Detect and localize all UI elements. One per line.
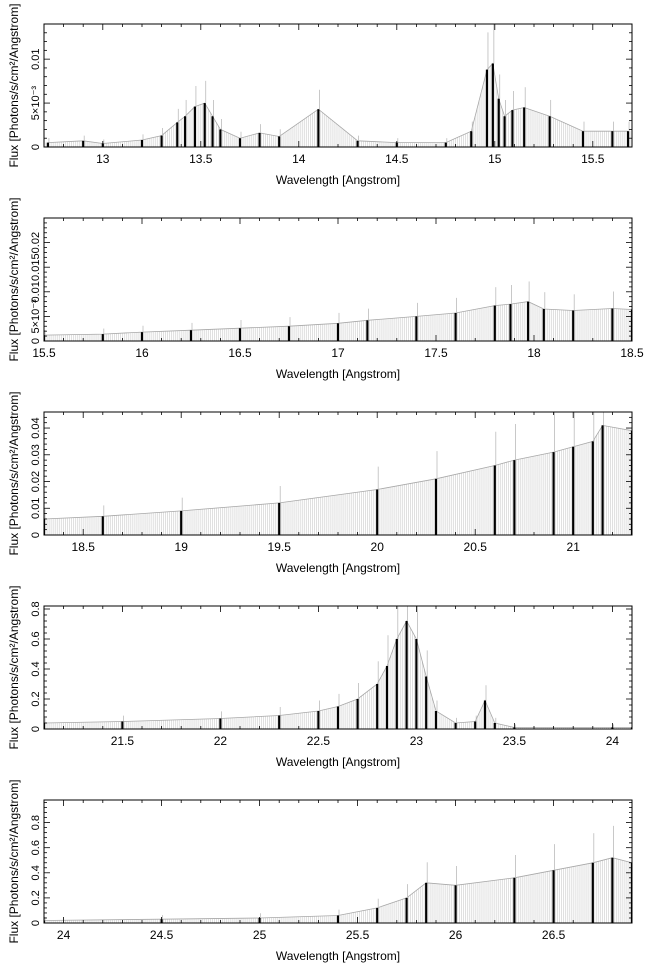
- x-tick-label: 17: [331, 346, 345, 360]
- x-tick-label: 18.5: [72, 540, 96, 554]
- x-tick-label: 26: [449, 928, 463, 942]
- x-tick-label: 26.5: [542, 928, 566, 942]
- y-tick-label: 0.02: [30, 232, 42, 253]
- x-tick-label: 20: [371, 540, 385, 554]
- x-tick-label: 24.5: [150, 928, 174, 942]
- x-tick-label: 19.5: [268, 540, 292, 554]
- y-tick-label: 0: [30, 144, 42, 150]
- x-axis-label: Wavelength [Angstrom]: [276, 755, 400, 769]
- series-model-hatch: [44, 425, 631, 535]
- y-tick-label: 0: [30, 920, 42, 926]
- plot-area: [44, 606, 632, 729]
- x-tick-label: 14: [292, 152, 306, 166]
- x-tick-label: 13.5: [189, 152, 213, 166]
- y-tick-label: 0: [30, 726, 42, 732]
- plot-area: [44, 24, 632, 147]
- plot-area: [44, 825, 632, 923]
- y-tick-label: 5×10⁻³: [30, 86, 42, 121]
- x-tick-label: 16: [135, 346, 149, 360]
- y-tick-label: 0: [30, 532, 42, 538]
- y-axis-label: Flux [Photons/s/cm²/Angstrom]: [7, 779, 21, 943]
- x-tick-label: 25: [253, 928, 267, 942]
- x-tick-label: 21: [567, 540, 581, 554]
- y-tick-label: 0.01: [30, 498, 42, 519]
- x-axis-label: Wavelength [Angstrom]: [276, 561, 400, 575]
- x-axis-label: Wavelength [Angstrom]: [276, 367, 400, 381]
- x-tick-label: 13: [96, 152, 110, 166]
- chart-panel-1: 13 13.5 14 14.5 15 15.5 0 5×10⁻³ 0.01 Wavelength …: [7, 3, 633, 187]
- x-tick-label: 14.5: [385, 152, 409, 166]
- plot-area: [44, 412, 632, 535]
- x-tick-label: 17.5: [424, 346, 448, 360]
- x-tick-label: 15.5: [32, 346, 56, 360]
- x-tick-label: 25.5: [346, 928, 370, 942]
- x-tick-label: 18.5: [620, 346, 644, 360]
- series-model-hatch: [44, 63, 632, 147]
- y-tick-label: 0.01: [30, 281, 42, 302]
- y-tick-label: 0.01: [30, 48, 42, 69]
- chart-panel-3: 18.5 19 19.5 20 20.5 21 0 0.01 0.02 0.03 0.04 Wavel…: [7, 391, 633, 575]
- x-tick-label: 23: [410, 734, 424, 748]
- x-tick-label: 19: [175, 540, 189, 554]
- y-tick-label: 0.6: [30, 631, 42, 646]
- plot-area: [44, 281, 632, 341]
- x-axis-label: Wavelength [Angstrom]: [276, 173, 400, 187]
- series-model-hatch: [44, 857, 631, 923]
- y-tick-label: 0.4: [30, 661, 42, 676]
- series-line: [47, 62, 629, 144]
- x-tick-label: 22.5: [307, 734, 331, 748]
- y-tick-label: 0.8: [30, 601, 42, 616]
- y-tick-label: 0.8: [30, 815, 42, 830]
- y-tick-label: 0.6: [30, 840, 42, 855]
- y-axis-label: Flux [Photons/s/cm²/Angstrom]: [7, 3, 21, 167]
- y-tick-label: 0: [30, 338, 42, 344]
- x-tick-label: 21.5: [111, 734, 135, 748]
- y-axis-label: Flux [Photons/s/cm²/Angstrom]: [7, 585, 21, 749]
- chart-panel-2: 15.5 16 16.5 17 17.5 18 18.5 0 5×10⁻³0.010.0150.…: [7, 197, 644, 381]
- x-tick-label: 18: [527, 346, 541, 360]
- x-tick-label: 15: [488, 152, 502, 166]
- y-tick-label: 0.02: [30, 471, 42, 492]
- chart-panel-5: 24 24.5 25 25.5 26 26.5 0 0.2 0.4 0.6 0.8 Wavelengt…: [7, 779, 633, 963]
- x-tick-label: 24: [57, 928, 71, 942]
- y-tick-label: 5×10⁻³: [30, 299, 42, 334]
- y-tick-label: 0.015: [30, 253, 42, 281]
- x-tick-label: 22: [214, 734, 228, 748]
- x-tick-label: 24: [606, 734, 620, 748]
- y-tick-label: 0.03: [30, 444, 42, 465]
- y-axis-label: Flux [Photons/s/cm²/Angstrom]: [7, 391, 21, 555]
- y-tick-label: 0.2: [30, 691, 42, 706]
- y-tick-label: 0.04: [30, 417, 42, 438]
- x-axis-label: Wavelength [Angstrom]: [276, 949, 400, 963]
- y-axis-label: Flux [Photons/s/cm²/Angstrom]: [7, 197, 21, 361]
- x-tick-label: 20.5: [464, 540, 488, 554]
- y-tick-label: 0.4: [30, 865, 42, 880]
- y-tick-label: 0.2: [30, 890, 42, 905]
- x-tick-label: 16.5: [228, 346, 252, 360]
- x-tick-label: 15.5: [581, 152, 605, 166]
- chart-panel-4: 21.5 22 22.5 23 23.5 24 0 0.2 0.4 0.6 0.8 Wavelengt…: [7, 585, 633, 769]
- x-tick-label: 23.5: [503, 734, 527, 748]
